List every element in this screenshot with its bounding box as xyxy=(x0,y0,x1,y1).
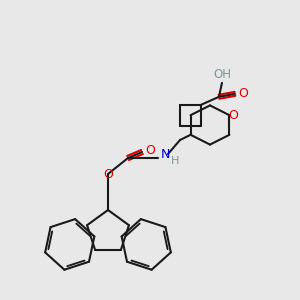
Text: O: O xyxy=(238,87,248,100)
Text: O: O xyxy=(229,109,238,122)
Text: H: H xyxy=(171,156,179,166)
Text: N: N xyxy=(160,148,170,160)
Text: O: O xyxy=(145,145,155,158)
Text: O: O xyxy=(103,167,113,181)
Text: OH: OH xyxy=(213,68,231,81)
